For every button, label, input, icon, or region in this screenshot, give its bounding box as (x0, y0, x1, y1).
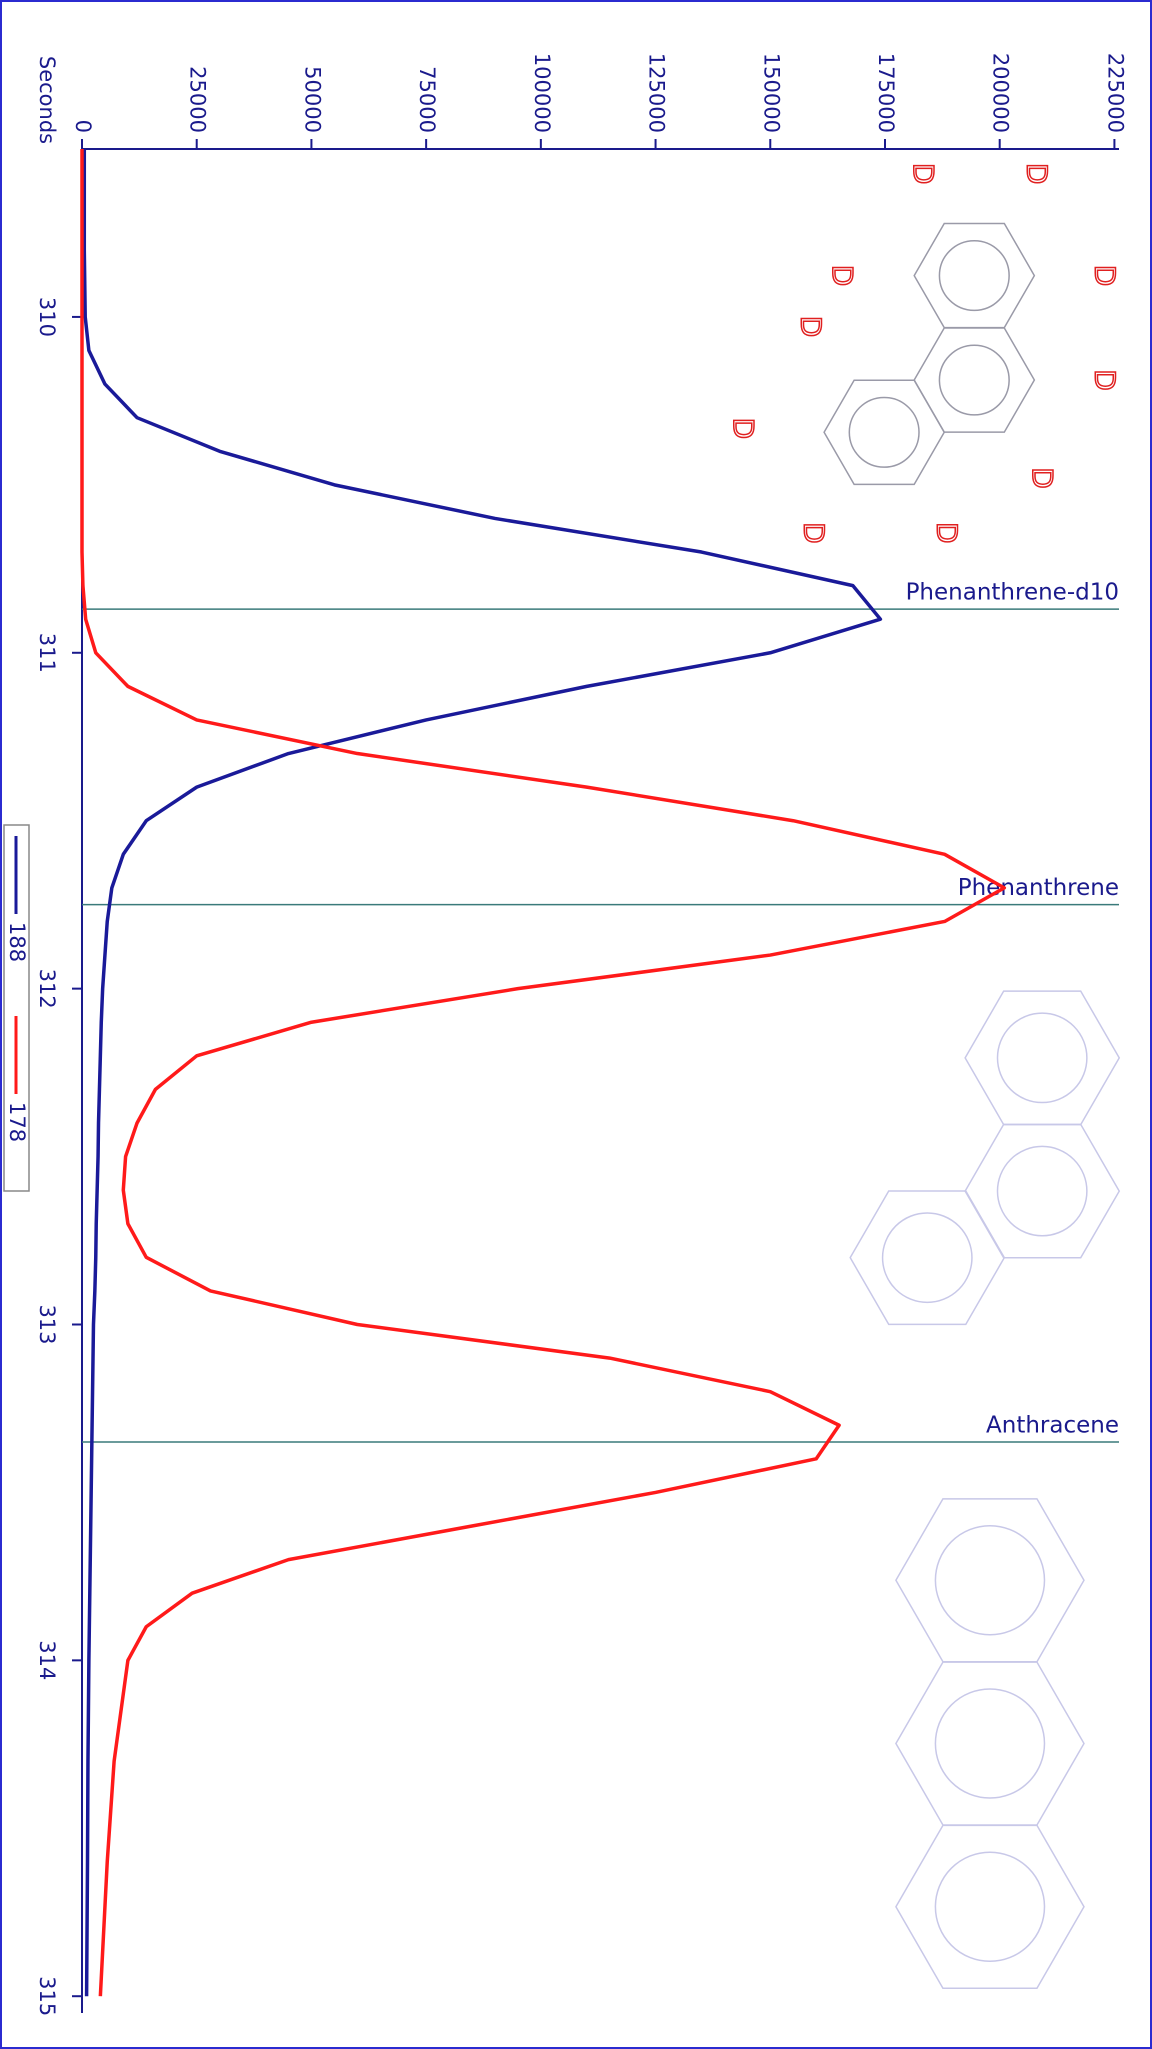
x-tick-label: 315 (35, 1976, 59, 2016)
ring (895, 1661, 1085, 1826)
y-tick-label: 200000 (989, 53, 1013, 133)
y-tick-label: 0 (71, 120, 95, 133)
x-tick-label: 314 (35, 1640, 59, 1680)
series-line (82, 149, 883, 1997)
peak-label: Phenanthrene (958, 875, 1119, 901)
atom-label: D (907, 163, 940, 185)
series-line (80, 149, 1007, 1997)
legend: 188 178 (3, 824, 30, 1192)
y-tick-label: 150000 (759, 53, 783, 133)
ring (895, 1498, 1085, 1663)
y-tick-label: 25000 (186, 66, 210, 133)
y-tick-label: 50000 (300, 66, 324, 133)
y-tick-label: 175000 (874, 53, 898, 133)
legend-label: 178 (5, 1102, 29, 1142)
ring (964, 990, 1121, 1126)
legend-label: 188 (5, 922, 29, 962)
ring (964, 1123, 1121, 1259)
y-tick-label: 100000 (530, 53, 554, 133)
ring-circle (934, 1524, 1046, 1636)
y-tick-label: 75000 (415, 66, 439, 133)
y-tick-label: 125000 (645, 53, 669, 133)
peak-label: Anthracene (986, 1413, 1119, 1439)
ring (823, 379, 946, 486)
atom-label: D (797, 522, 830, 544)
legend-box (3, 824, 30, 1192)
ring-circle (881, 1212, 973, 1304)
x-tick-label: 310 (35, 297, 59, 337)
ring (849, 1190, 1006, 1326)
ring (913, 327, 1036, 433)
y-tick-label: 225000 (1103, 53, 1127, 133)
ring-circle (938, 344, 1010, 416)
x-tick-label: 313 (35, 1304, 59, 1344)
ring (913, 222, 1036, 329)
atom-label: D (1021, 163, 1054, 185)
ring-circle (996, 1012, 1088, 1104)
ring-circle (996, 1145, 1088, 1237)
atom-label: D (826, 265, 859, 287)
ring-circle (934, 1851, 1046, 1963)
x-axis-label: Seconds (35, 56, 59, 144)
ring-circle (934, 1688, 1046, 1799)
atom-label: D (1026, 467, 1059, 489)
x-tick-label: 312 (35, 969, 59, 1009)
plot: 0 25000 50000 75000 100000 125000 150000 175000… (3, 53, 1127, 2016)
ring-circle (938, 239, 1010, 312)
ring (895, 1824, 1085, 1989)
x-tick-label: 311 (35, 633, 59, 673)
atom-label: D (931, 522, 964, 544)
atom-label: D (1089, 265, 1122, 287)
structures: D D D D D D D D D D (726, 162, 1122, 1989)
atom-label: D (795, 316, 828, 338)
atom-label: D (1089, 369, 1122, 391)
peak-label: Phenanthrene-d10 (906, 580, 1119, 606)
atom-label: D (727, 418, 760, 440)
ring-circle (848, 396, 920, 468)
